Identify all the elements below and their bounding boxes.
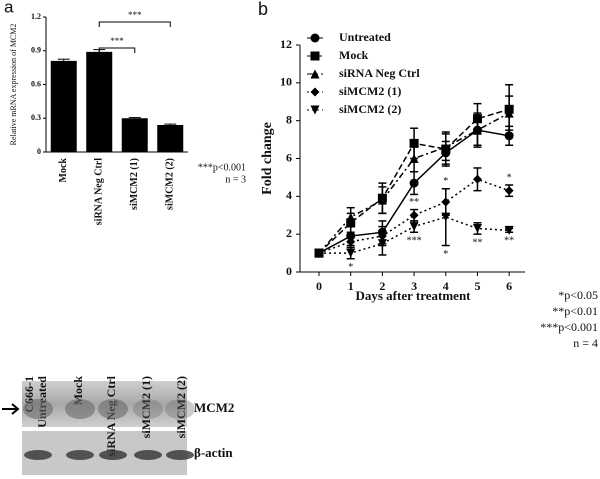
y-tick-label: 2 (286, 226, 292, 240)
y-tick-label: 1.2 (31, 12, 41, 21)
significance-label: * (507, 172, 512, 183)
panel-label: a (4, 0, 14, 16)
y-tick-label: 4 (286, 188, 292, 202)
marker (504, 186, 514, 196)
band (98, 399, 128, 419)
marker (310, 87, 320, 97)
significance-label: *** (110, 36, 124, 46)
lane-label: siMCM2 (2) (174, 376, 188, 438)
y-tick-label: 0.9 (31, 46, 41, 55)
lane-label: siMCM2 (1) (139, 376, 153, 438)
x-tick-label: 4 (443, 279, 449, 293)
y-axis-label: Fold change (260, 122, 275, 195)
legend-label: Mock (339, 48, 369, 62)
marker (346, 212, 356, 222)
x-tick-label: 3 (411, 279, 417, 293)
significance-bracket (98, 21, 171, 27)
band (99, 450, 127, 460)
y-tick-label: 0 (37, 147, 41, 156)
marker (409, 154, 419, 163)
significance-label: ** (472, 237, 482, 248)
marker (472, 223, 482, 233)
marker (310, 33, 320, 43)
marker (314, 248, 324, 258)
significance-label: * (443, 249, 448, 260)
row-label: β-actin (194, 445, 233, 460)
marker (409, 222, 419, 232)
marker (504, 225, 514, 235)
x-tick-label: 1 (348, 279, 354, 293)
x-tick-label: Mock (58, 158, 69, 183)
significance-label: ** (409, 197, 419, 208)
note: n = 4 (573, 336, 598, 350)
panel-label: b (258, 0, 268, 19)
note: **p<0.01 (552, 304, 598, 318)
band (133, 399, 163, 419)
legend-label: Untreated (339, 30, 391, 44)
marker (441, 212, 451, 222)
marker (310, 51, 320, 61)
marker (377, 239, 387, 249)
y-tick-label: 8 (286, 112, 292, 126)
marker (310, 69, 320, 79)
legend-label: siMCM2 (2) (339, 102, 401, 116)
x-tick-label: 2 (379, 279, 385, 293)
y-tick-label: 0.3 (31, 113, 41, 122)
band (24, 450, 52, 460)
significance-label: *** (407, 236, 422, 247)
marker (409, 210, 419, 220)
significance-label: * (443, 176, 448, 187)
band (23, 399, 53, 419)
y-tick-label: 6 (286, 150, 292, 164)
legend-label: siMCM2 (1) (339, 84, 401, 98)
band (165, 399, 195, 419)
y-tick-label: 12 (280, 37, 292, 51)
x-tick-label: siMCM2 (1) (129, 158, 140, 210)
error-bar (164, 123, 177, 125)
marker (504, 108, 514, 118)
note: ***p<0.001 (540, 320, 598, 334)
x-tick-label: siMCM2 (2) (165, 158, 176, 210)
y-tick-label: 0 (286, 264, 292, 278)
significance-label: *** (128, 10, 142, 20)
note: ***p<0.001 (198, 162, 246, 173)
bar (86, 51, 113, 152)
marker (346, 248, 356, 258)
y-tick-label: 0.6 (31, 79, 41, 88)
marker (472, 174, 482, 184)
row-label: MCM2 (194, 400, 234, 415)
y-axis-label: Relative mRNA expression of MCM2 (9, 24, 18, 146)
bar (121, 118, 148, 152)
marker (409, 178, 419, 188)
marker (472, 125, 482, 135)
bar (157, 125, 184, 152)
error-bar (57, 58, 70, 61)
x-tick-label: 0 (316, 279, 322, 293)
significance-bracket (98, 47, 136, 53)
significance-label: ** (504, 236, 514, 247)
marker (409, 138, 419, 148)
significance-label: * (348, 262, 353, 273)
band (66, 450, 94, 460)
x-tick-label: 6 (506, 279, 512, 293)
arrow (2, 403, 20, 415)
band (134, 450, 162, 460)
error-bar (128, 117, 141, 119)
y-tick-label: 10 (280, 75, 292, 89)
x-tick-label: 5 (474, 279, 480, 293)
band (166, 450, 194, 460)
note: *p<0.05 (558, 288, 598, 302)
marker (377, 195, 387, 205)
marker (346, 237, 356, 247)
lane-label: Mock (71, 376, 85, 406)
x-axis-label: Days after treatment (355, 288, 471, 303)
marker (310, 105, 320, 115)
marker (441, 142, 451, 152)
note: n = 3 (225, 174, 246, 185)
bar (50, 60, 77, 152)
legend-label: siRNA Neg Ctrl (339, 66, 420, 80)
x-tick-label: siRNA Neg Ctrl (94, 158, 105, 225)
band (65, 399, 95, 419)
